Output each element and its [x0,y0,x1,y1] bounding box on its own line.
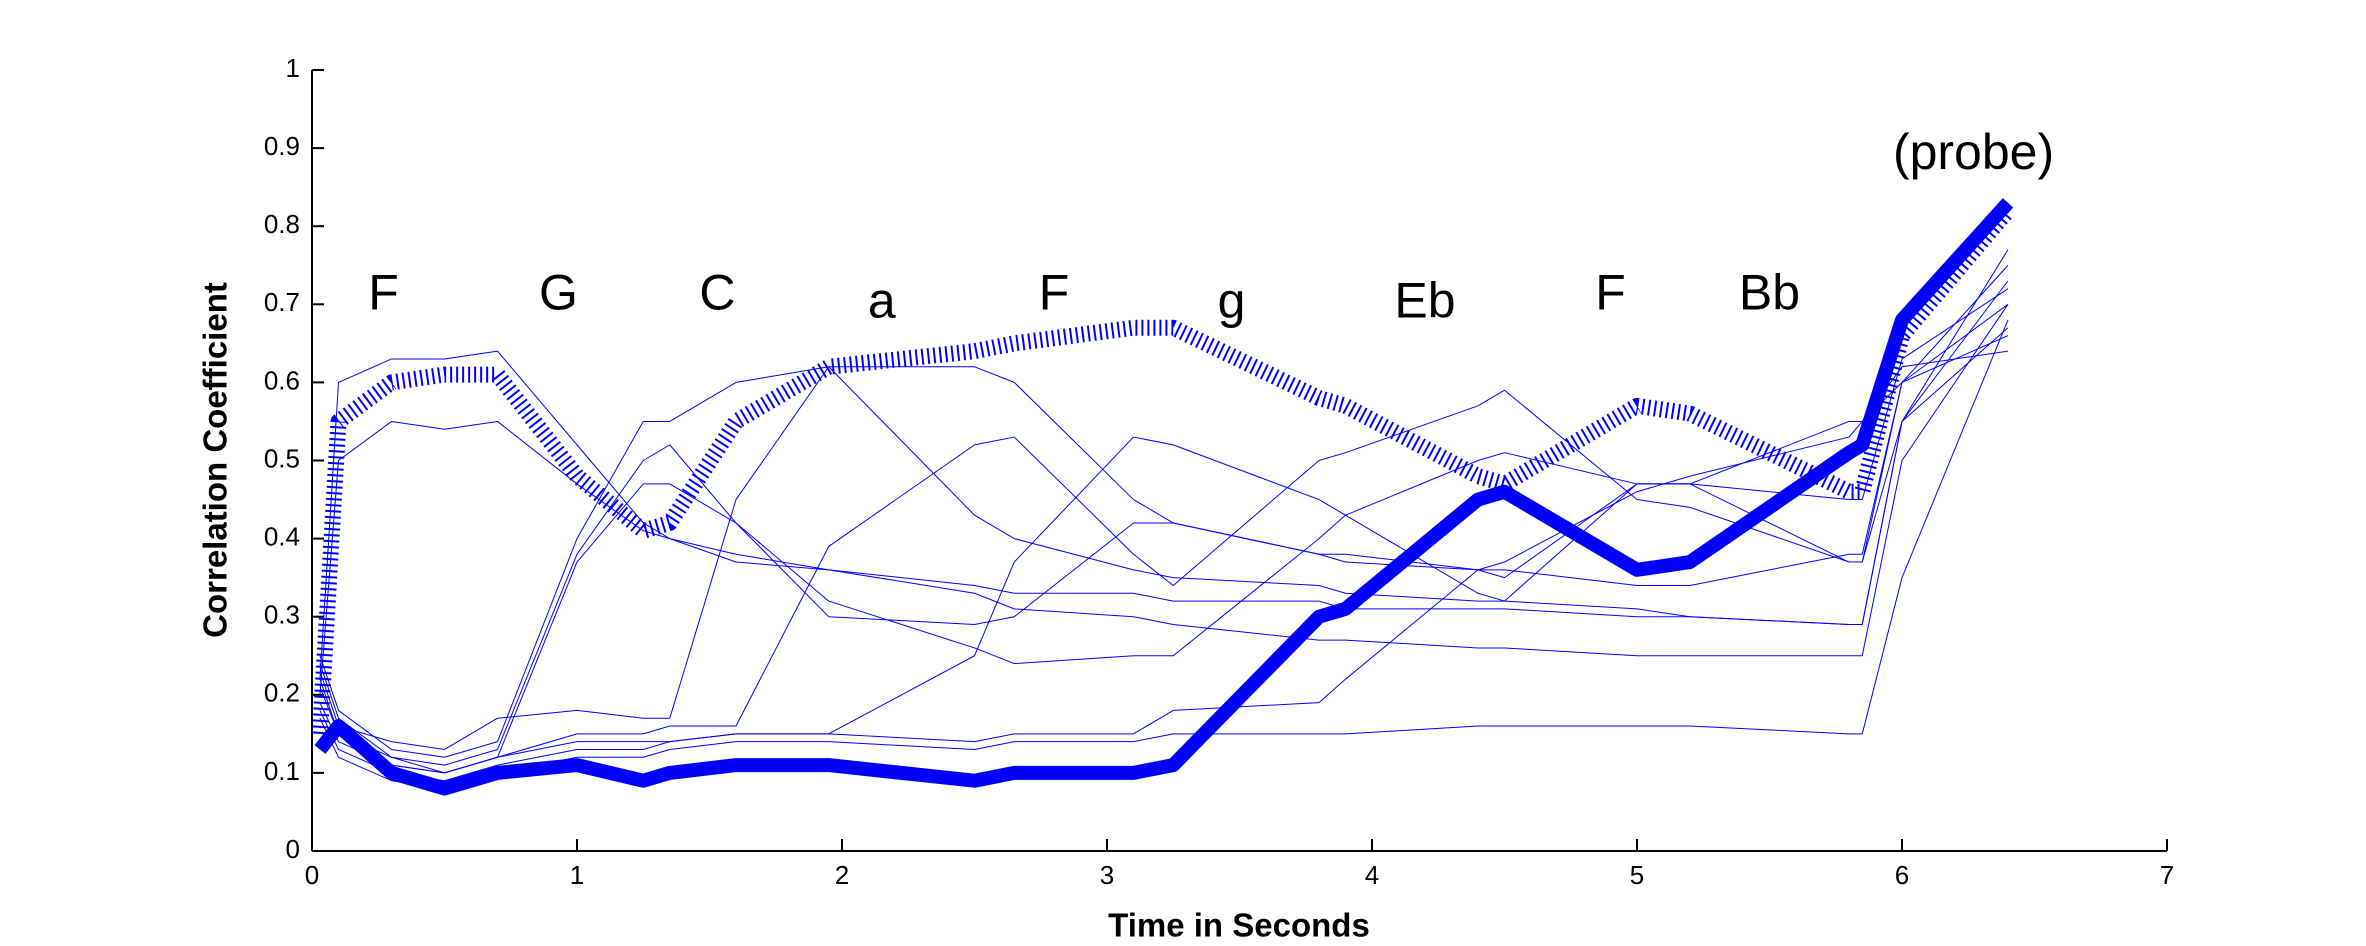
line [319,319,2009,790]
annotation: F [1595,265,1626,321]
line [319,280,2009,695]
line [319,327,2009,774]
x-tick-label: 3 [1100,860,1114,890]
annotation: F [1039,265,1070,321]
y-tick-label: 0.5 [264,443,300,473]
x-tick-label: 4 [1365,860,1379,890]
x-tick-label: 5 [1630,860,1644,890]
annotation: (probe) [1893,124,2054,180]
line [319,350,2009,782]
y-tick-label: 0.7 [264,287,300,317]
line [319,264,2009,766]
x-tick-label: 1 [570,860,584,890]
y-tick-label: 0.9 [264,131,300,161]
annotation: Bb [1739,265,1800,321]
annotation: F [368,265,399,321]
x-tick-label: 2 [835,860,849,890]
x-tick-label: 0 [305,860,319,890]
annotation: C [699,265,735,321]
line [319,303,2009,750]
y-tick-label: 0.8 [264,209,300,239]
x-axis-label: Time in Seconds [1108,907,1370,944]
y-tick-label: 0 [286,834,300,864]
y-tick-label: 0.4 [264,521,300,551]
line [319,304,2009,680]
line [319,288,2009,774]
annotation: G [539,265,578,321]
annotation: Eb [1394,273,1455,329]
y-tick-label: 0.3 [264,600,300,630]
x-tick-label: 7 [2160,860,2174,890]
y-tick-label: 0.2 [264,678,300,708]
line [319,335,2009,774]
y-axis-label: Correlation Coefficient [197,282,234,638]
x-tick-label: 6 [1895,860,1909,890]
y-tick-label: 0.6 [264,365,300,395]
annotation: a [868,273,896,329]
annotation: g [1218,273,1246,329]
line [314,198,2014,796]
line [319,249,2009,758]
y-tick-label: 0.1 [264,756,300,786]
y-tick-label: 1 [286,53,300,83]
